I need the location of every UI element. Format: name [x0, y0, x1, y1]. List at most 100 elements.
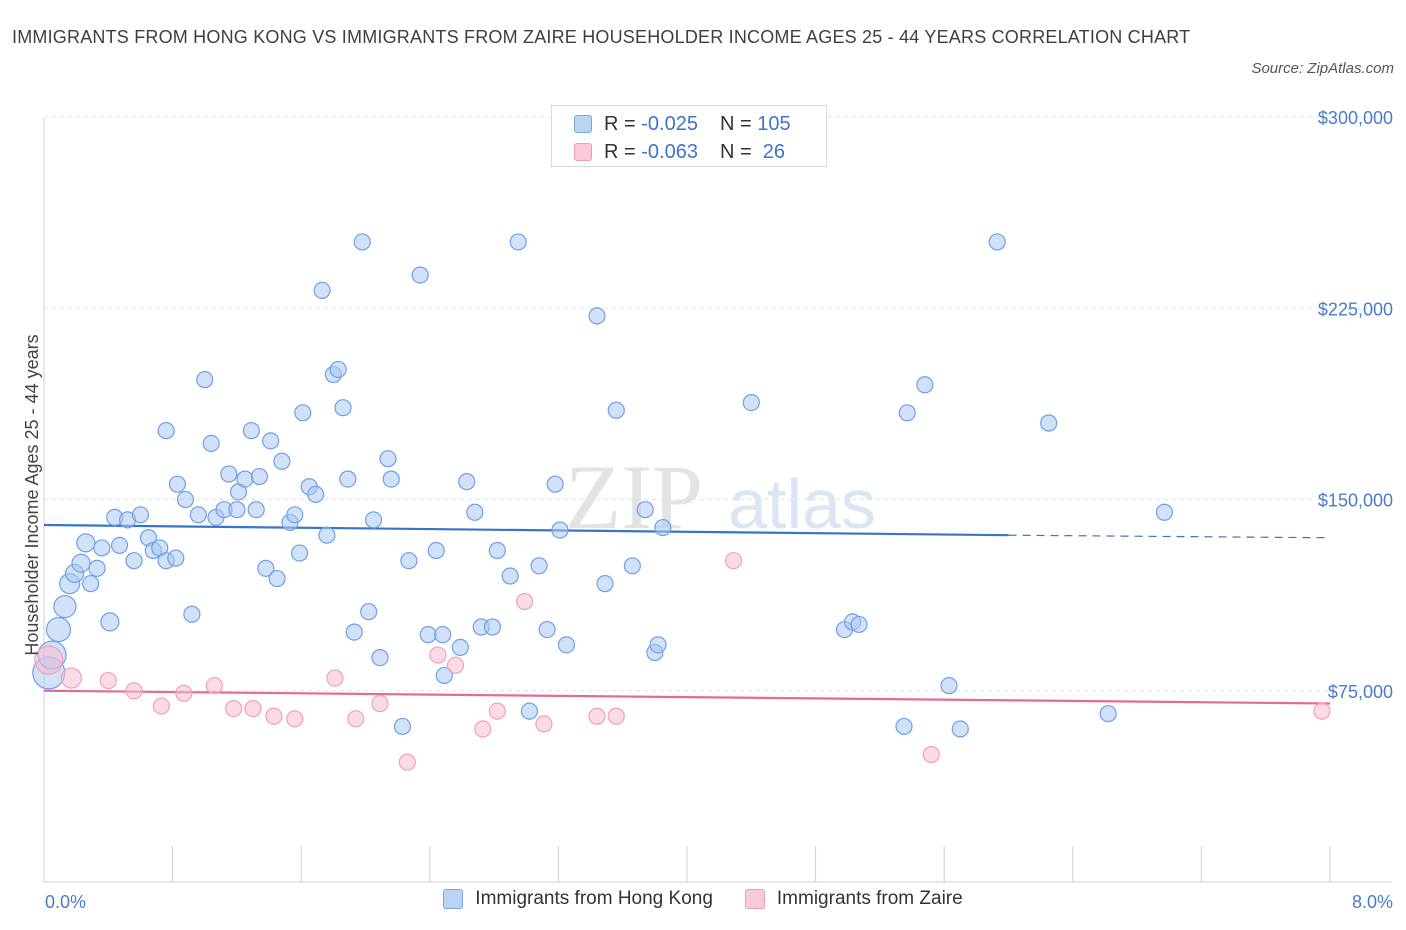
- zaire-point: [205, 677, 223, 695]
- zaire-point: [175, 684, 193, 702]
- hong-kong-point: [898, 404, 916, 422]
- hong-kong-point: [82, 575, 100, 593]
- hong-kong-point: [988, 233, 1006, 251]
- axes: [43, 118, 1392, 883]
- hong-kong-point: [257, 559, 275, 577]
- hong-kong-point: [530, 557, 548, 575]
- hong-kong-point: [557, 636, 576, 654]
- hong-kong-point: [273, 452, 291, 470]
- zaire-point: [398, 753, 416, 771]
- zaire-point: [265, 707, 283, 725]
- hong-kong-point: [364, 511, 383, 529]
- zaire-point: [1313, 702, 1331, 720]
- zaire-point: [535, 715, 553, 733]
- data-points: [32, 233, 1331, 771]
- hong-kong-point: [649, 636, 667, 654]
- hong-kong-point: [339, 470, 357, 488]
- hong-kong-point: [742, 394, 760, 412]
- hong-kong-point: [393, 717, 412, 736]
- zaire-point: [244, 699, 262, 718]
- legend-item-hong-kong[interactable]: Immigrants from Hong Kong: [443, 888, 713, 910]
- hong-kong-point: [189, 506, 207, 524]
- hong-kong-point: [313, 281, 331, 299]
- hong-kong-point: [400, 552, 418, 570]
- zaire-point: [429, 646, 447, 664]
- legend-swatch-pink: [744, 889, 765, 909]
- hong-kong-point: [294, 404, 312, 422]
- hong-kong-point: [895, 717, 913, 736]
- zaire-point: [607, 707, 625, 725]
- hong-kong-point: [382, 470, 400, 488]
- legend-label: Immigrants from Zaire: [776, 888, 963, 909]
- hong-kong-point: [247, 501, 265, 519]
- hong-kong-point: [419, 626, 437, 644]
- hong-kong-point: [466, 503, 484, 521]
- chart-title: IMMIGRANTS FROM HONG KONG VS IMMIGRANTS …: [12, 27, 1191, 47]
- hong-kong-point: [329, 360, 347, 379]
- grid-lines: [44, 116, 1392, 692]
- hong-kong-point: [483, 618, 502, 636]
- legend-swatch-blue: [574, 115, 592, 133]
- hong-kong-point: [196, 371, 214, 389]
- hong-kong-point: [435, 666, 453, 685]
- zaire-point: [488, 702, 506, 720]
- hong-kong-point: [588, 307, 606, 325]
- trend-lines: [43, 523, 1331, 705]
- hong-kong-point: [268, 569, 286, 588]
- hong-kong-point: [318, 526, 336, 544]
- hong-kong-point: [131, 506, 150, 524]
- hong-kong-trend-extension: [1008, 534, 1331, 539]
- x-tick-label: 8.0%: [1352, 892, 1393, 912]
- hong-kong-point: [110, 536, 129, 555]
- hong-kong-point: [307, 485, 325, 503]
- hong-kong-point: [45, 616, 72, 643]
- zaire-point: [588, 707, 606, 725]
- hong-kong-point: [202, 434, 220, 452]
- hong-kong-point: [551, 521, 569, 539]
- zaire-point: [922, 745, 940, 764]
- hong-kong-point: [262, 432, 280, 450]
- zaire-point: [446, 656, 465, 674]
- hong-kong-point: [334, 399, 352, 417]
- hong-kong-point: [509, 233, 527, 251]
- hong-kong-point: [411, 266, 429, 284]
- legend-r-value: -0.063: [641, 140, 698, 163]
- hong-kong-point: [607, 401, 625, 419]
- zaire-trend-line: [43, 689, 1331, 705]
- hong-kong-point: [1040, 414, 1058, 432]
- legend-item-zaire[interactable]: Immigrants from Zaire: [744, 888, 963, 910]
- hong-kong-point: [93, 539, 111, 557]
- zaire-point: [60, 667, 82, 689]
- hong-kong-point: [596, 575, 614, 593]
- legend-r-value: -0.025: [641, 112, 698, 135]
- hong-kong-point: [76, 533, 96, 553]
- hong-kong-point: [1099, 705, 1117, 723]
- hong-kong-point: [458, 473, 476, 491]
- hong-kong-point: [951, 720, 969, 738]
- hong-kong-point: [488, 541, 506, 560]
- hong-kong-point: [345, 623, 363, 641]
- hong-kong-point: [353, 233, 371, 251]
- hong-kong-point: [228, 501, 246, 519]
- hong-kong-point: [250, 467, 269, 486]
- y-tick-label: $225,000: [1318, 299, 1393, 319]
- hong-kong-point: [100, 612, 120, 632]
- tick-labels: $75,000 $150,000 $225,000 $300,000 0.0% 8.0%: [45, 108, 1393, 912]
- series-legend: Immigrants from Hong Kong Immigrants fro…: [0, 888, 1406, 910]
- zaire-point: [34, 645, 64, 675]
- hong-kong-point: [157, 422, 175, 440]
- zaire-point: [125, 682, 143, 700]
- y-tick-label: $300,000: [1318, 108, 1393, 128]
- legend-row-zaire: R = -0.063 N = 26: [574, 139, 785, 165]
- legend-swatch-pink: [574, 143, 592, 161]
- hong-kong-point: [623, 557, 641, 575]
- stats-legend: R = -0.025 N = 105 R = -0.063 N = 26: [551, 105, 827, 167]
- zaire-point: [516, 592, 534, 611]
- hong-kong-point: [1155, 503, 1174, 521]
- watermark-atlas: atlas: [728, 465, 876, 543]
- zaire-point: [347, 710, 365, 728]
- hong-kong-point: [654, 518, 672, 537]
- x-tick-label: 0.0%: [45, 892, 86, 912]
- hong-kong-point: [220, 465, 238, 483]
